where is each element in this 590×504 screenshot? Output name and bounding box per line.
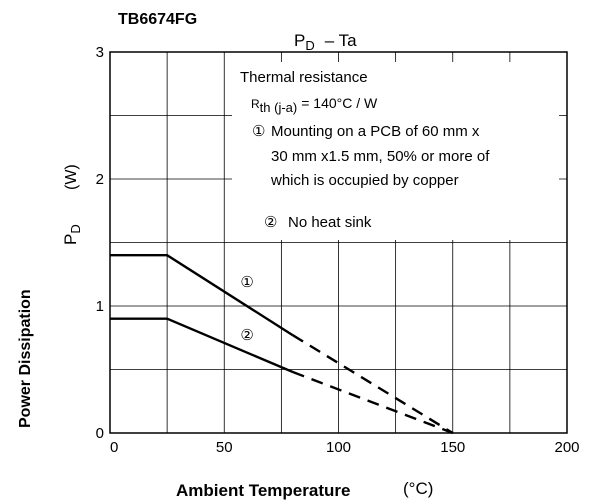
x-tick-label: 200 [554,439,579,456]
note1-line-2: 30 mm x1.5 mm, 50% or more of [271,148,490,165]
x-tick-label: 150 [440,439,465,456]
series-2-label: ② [240,327,253,344]
y-tick-label: 0 [96,425,104,442]
x-tick-label: 0 [110,439,118,456]
series-1-label: ① [240,274,253,291]
note1-line-3: which is occupied by copper [270,172,459,189]
annotation-heading: Thermal resistance [240,69,368,86]
y-tick-label: 3 [96,44,104,61]
chart-title: PD – Ta [294,31,357,53]
y-axis-symbol: PD [61,224,83,245]
x-tick-label: 100 [326,439,351,456]
note1-line-1: Mounting on a PCB of 60 mm x [271,123,480,140]
annotation-background [232,62,559,240]
series-1-dashed-line [292,334,454,435]
y-tick-label: 1 [96,298,104,315]
x-axis-unit: (°C) [403,479,433,498]
plot-frame [109,51,568,434]
series-layer: ①② [110,253,454,435]
note1-marker: ① [252,123,265,140]
note2-marker: ② [264,214,277,231]
y-axis-unit: (W) [63,164,80,190]
x-tick-label: 50 [216,439,233,456]
y-axis-label: Power Dissipation [17,289,34,428]
tick-labels: 0 50 100 150 200 0 1 2 3 [96,44,580,456]
annotation-box: Thermal resistance Rth (j-a) = 140°C / W … [232,62,559,240]
y-tick-label: 2 [96,171,104,188]
series-2-solid-line [110,317,294,374]
thermal-resistance-value: Rth (j-a) = 140°C / W [251,95,378,115]
series-1-solid-line [110,253,294,337]
note2-text: No heat sink [288,214,372,231]
series-2-dashed-line [292,370,454,435]
x-axis-label: Ambient Temperature [176,481,350,500]
part-number: TB6674FG [118,11,197,28]
